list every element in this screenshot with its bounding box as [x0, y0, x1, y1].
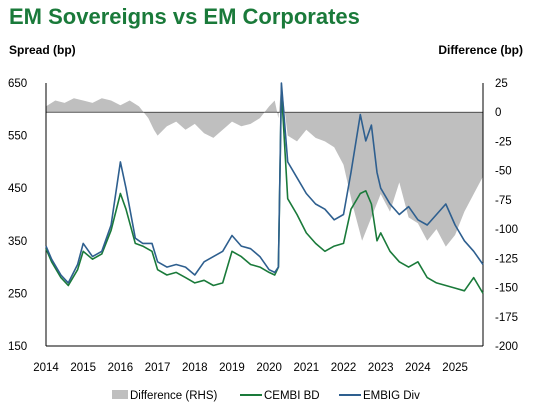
y2-tick-label: -100	[495, 224, 518, 236]
y2-tick-label: -75	[495, 195, 512, 207]
y2-tick-label: -25	[495, 136, 512, 148]
y2-tick-label: -175	[495, 312, 518, 324]
legend-difference-swatch	[112, 390, 128, 399]
y-tick-label: 650	[8, 78, 27, 90]
y-tick-label: 350	[8, 236, 27, 248]
x-tick-label: 2018	[182, 362, 208, 374]
cembi-line	[45, 87, 484, 294]
y2-tick-label: -125	[495, 253, 518, 265]
y2-axis-title: Difference (bp)	[438, 43, 523, 57]
x-tick-label: 2015	[70, 362, 96, 374]
x-tick-label: 2022	[331, 362, 357, 374]
y-tick-label: 150	[8, 341, 27, 353]
y-tick-label: 450	[8, 183, 27, 195]
line-series	[45, 82, 484, 294]
embig-line	[45, 82, 484, 284]
x-tick-label: 2023	[368, 362, 394, 374]
legend-difference-label: Difference (RHS)	[130, 390, 218, 402]
y2-tick-label: -200	[495, 341, 518, 353]
x-tick-label: 2024	[405, 362, 431, 374]
x-tick-label: 2019	[219, 362, 245, 374]
axes	[45, 83, 484, 347]
x-tick-label: 2014	[33, 362, 59, 374]
y2-tick-label: 25	[495, 78, 508, 90]
difference-series	[46, 83, 483, 247]
legend: Difference (RHS) CEMBI BD EMBIG Div	[112, 390, 420, 402]
y2-tick-label: 0	[495, 107, 501, 119]
difference-area	[46, 83, 483, 247]
y-tick-label: 250	[8, 288, 27, 300]
x-tick-label: 2021	[294, 362, 320, 374]
y2-tick-label: -50	[495, 166, 512, 178]
x-tick-label: 2016	[108, 362, 134, 374]
x-tick-label: 2020	[256, 362, 282, 374]
chart-title: EM Sovereigns vs EM Corporates	[9, 4, 360, 29]
y2-tick-label: -150	[495, 283, 518, 295]
legend-embig-label: EMBIG Div	[363, 390, 420, 402]
x-tick-label: 2017	[145, 362, 171, 374]
y-axis-title: Spread (bp)	[9, 43, 76, 57]
x-tick-label: 2025	[442, 362, 468, 374]
y-tick-label: 550	[8, 131, 27, 143]
legend-cembi-label: CEMBI BD	[264, 390, 320, 402]
